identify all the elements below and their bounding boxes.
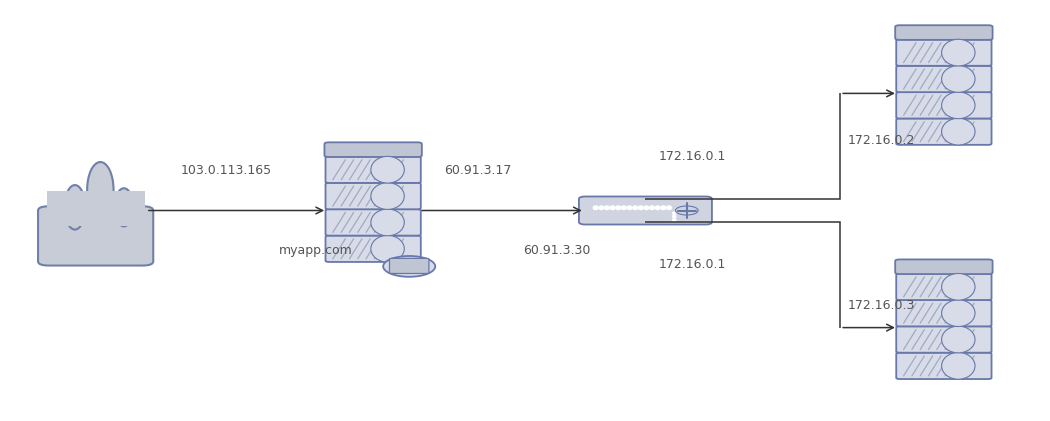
- Ellipse shape: [371, 235, 404, 262]
- Ellipse shape: [609, 205, 615, 210]
- Text: 172.16.0.3: 172.16.0.3: [847, 299, 915, 312]
- FancyBboxPatch shape: [896, 25, 992, 40]
- Ellipse shape: [672, 211, 676, 215]
- Text: 172.16.0.2: 172.16.0.2: [847, 134, 915, 147]
- Ellipse shape: [371, 209, 404, 236]
- FancyBboxPatch shape: [326, 236, 421, 262]
- Ellipse shape: [942, 326, 975, 353]
- Ellipse shape: [660, 205, 667, 210]
- Ellipse shape: [942, 352, 975, 379]
- Ellipse shape: [87, 162, 113, 218]
- Ellipse shape: [592, 205, 598, 210]
- Ellipse shape: [942, 66, 975, 92]
- FancyBboxPatch shape: [324, 142, 422, 157]
- FancyBboxPatch shape: [326, 183, 421, 209]
- Ellipse shape: [942, 39, 975, 66]
- Ellipse shape: [942, 118, 975, 145]
- Text: 60.91.3.30: 60.91.3.30: [523, 244, 590, 257]
- Text: 172.16.0.1: 172.16.0.1: [658, 258, 727, 271]
- FancyBboxPatch shape: [896, 259, 992, 274]
- Text: 172.16.0.1: 172.16.0.1: [658, 150, 727, 163]
- FancyBboxPatch shape: [38, 206, 153, 266]
- Ellipse shape: [666, 205, 672, 210]
- FancyBboxPatch shape: [897, 326, 991, 353]
- Ellipse shape: [598, 205, 605, 210]
- FancyBboxPatch shape: [897, 40, 991, 66]
- Ellipse shape: [114, 188, 133, 226]
- Text: 103.0.113.165: 103.0.113.165: [181, 164, 272, 177]
- Ellipse shape: [615, 205, 622, 210]
- Text: myapp.com: myapp.com: [278, 244, 353, 257]
- FancyBboxPatch shape: [897, 274, 991, 300]
- Circle shape: [383, 256, 436, 277]
- Ellipse shape: [672, 218, 676, 222]
- FancyBboxPatch shape: [897, 66, 991, 92]
- FancyBboxPatch shape: [326, 209, 421, 236]
- Ellipse shape: [604, 205, 610, 210]
- Ellipse shape: [621, 205, 627, 210]
- Ellipse shape: [644, 205, 650, 210]
- Ellipse shape: [942, 274, 975, 300]
- FancyBboxPatch shape: [897, 353, 991, 379]
- FancyBboxPatch shape: [390, 258, 428, 274]
- FancyBboxPatch shape: [897, 300, 991, 326]
- Ellipse shape: [371, 156, 404, 183]
- Ellipse shape: [942, 300, 975, 327]
- Ellipse shape: [637, 205, 644, 210]
- Bar: [46, 192, 145, 226]
- Ellipse shape: [627, 205, 633, 210]
- FancyBboxPatch shape: [897, 118, 991, 145]
- Ellipse shape: [942, 92, 975, 119]
- Ellipse shape: [649, 205, 655, 210]
- Ellipse shape: [64, 185, 85, 229]
- FancyBboxPatch shape: [326, 157, 421, 183]
- Ellipse shape: [672, 215, 676, 218]
- FancyBboxPatch shape: [579, 197, 712, 224]
- Ellipse shape: [371, 183, 404, 209]
- FancyBboxPatch shape: [897, 92, 991, 118]
- Ellipse shape: [632, 205, 638, 210]
- Text: 60.91.3.17: 60.91.3.17: [444, 164, 511, 177]
- Ellipse shape: [654, 205, 660, 210]
